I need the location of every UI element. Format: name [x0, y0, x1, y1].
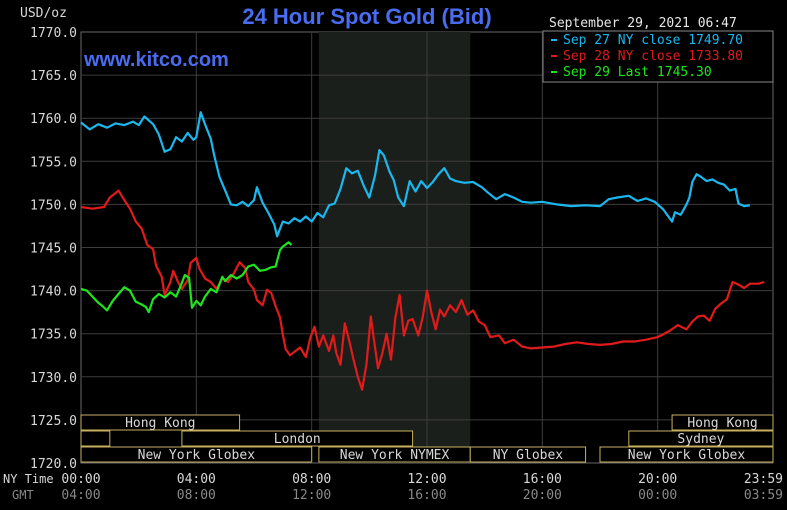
x-tick-label-ny: 00:00: [61, 472, 100, 487]
y-tick-label: 1720.0: [30, 457, 77, 472]
session-label: NY Globex: [493, 448, 564, 463]
x-tick-label-gmt: 03:59: [744, 488, 783, 503]
legend-box: [542, 30, 774, 83]
x-tick-label-ny: 04:00: [177, 472, 216, 487]
x-tick-label-gmt: 20:00: [523, 488, 562, 503]
timestamp: September 29, 2021 06:47: [549, 16, 737, 31]
chart-title: 24 Hour Spot Gold (Bid): [242, 4, 491, 29]
series-line-3: [80, 241, 293, 314]
legend-entry: Sep 27 NY close 1749.70: [563, 33, 743, 48]
ny-time-label: NY Time: [3, 472, 54, 486]
session-box: [181, 430, 414, 447]
x-tick-label-ny: 08:00: [292, 472, 331, 487]
y-tick-label: 1765.0: [30, 69, 77, 84]
legend-entry: Sep 28 NY close 1733.80: [563, 49, 743, 64]
y-tick-label: 1755.0: [30, 155, 77, 170]
session-box: [671, 414, 774, 431]
price-series: [80, 111, 765, 391]
x-tick-label-ny: 12:00: [407, 472, 446, 487]
x-tick-label-ny: 20:00: [638, 472, 677, 487]
x-tick-label-gmt: 04:00: [61, 488, 100, 503]
session-box: [469, 446, 587, 463]
y-tick-label: 1730.0: [30, 371, 77, 386]
legend-entry: Sep 29 Last 1745.30: [563, 65, 712, 80]
x-tick-label-gmt: 12:00: [292, 488, 331, 503]
session-box: [80, 430, 111, 447]
x-tick-label-ny: 16:00: [523, 472, 562, 487]
watermark: www.kitco.com: [83, 49, 229, 71]
y-tick-label: 1745.0: [30, 242, 77, 257]
session-label: New York Globex: [628, 448, 746, 463]
x-tick-label-gmt: 00:00: [638, 488, 677, 503]
x-axis-ticks: 00:0004:0004:0008:0008:0012:0012:0016:00…: [61, 472, 783, 503]
grid-lines: [81, 32, 773, 463]
gmt-label: GMT: [12, 488, 34, 502]
y-tick-label: 1740.0: [30, 285, 77, 300]
y-tick-label: 1760.0: [30, 112, 77, 127]
y-axis-unit-label: USD/oz: [20, 6, 67, 21]
session-label: Hong Kong: [687, 416, 757, 431]
y-tick-label: 1750.0: [30, 198, 77, 213]
x-tick-label-gmt: 16:00: [407, 488, 446, 503]
x-tick-label-gmt: 08:00: [177, 488, 216, 503]
y-tick-label: 1770.0: [30, 26, 77, 41]
y-axis-ticks: 1720.0 1725.0 1730.0 1735.0 1740.0 1745.0 1750…: [30, 26, 77, 472]
session-box: [80, 446, 313, 463]
session-box: [599, 446, 774, 463]
session-box: [80, 414, 241, 431]
session-label: Hong Kong: [125, 416, 195, 431]
session-box: [628, 430, 774, 447]
session-label: Sydney: [677, 432, 724, 447]
series-line-1: [80, 111, 751, 238]
x-tick-label-ny: 23:59: [744, 472, 783, 487]
y-tick-label: 1735.0: [30, 328, 77, 343]
session-label: London: [274, 432, 321, 447]
series-line-2: [80, 189, 765, 391]
session-label: New York NYMEX: [340, 448, 450, 463]
session-label: New York Globex: [138, 448, 256, 463]
y-tick-label: 1725.0: [30, 414, 77, 429]
